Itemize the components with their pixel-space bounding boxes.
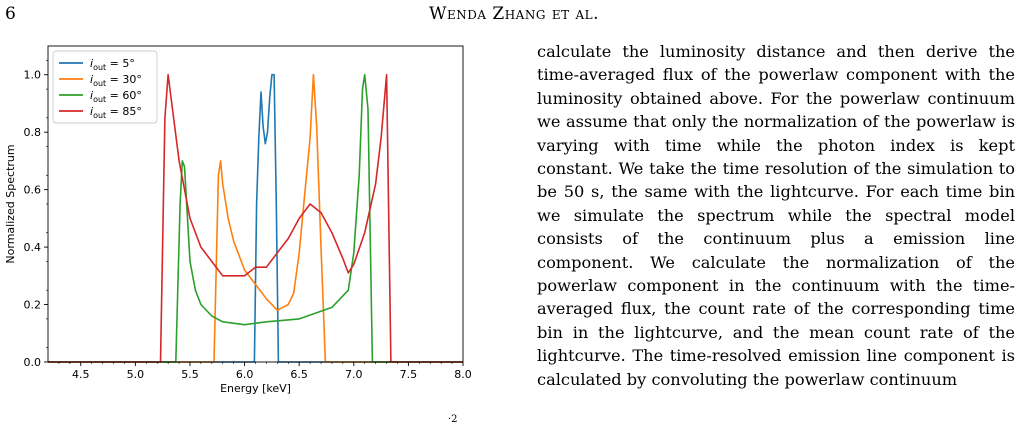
- series-line-2: [48, 73, 463, 363]
- y-tick-label: 0.6: [24, 184, 42, 197]
- x-tick-label: 7.0: [345, 368, 363, 381]
- legend-entry: iout = 30°: [90, 73, 142, 88]
- spectrum-chart: 4.5 5.0 5.5 6.0 6.5 7.0 7.5 8.0 0.0 0.2 0.4 0.6 0.8…: [4, 45, 472, 395]
- y-tick-label: 0.4: [24, 241, 42, 254]
- y-tick-label: 0.8: [24, 126, 42, 139]
- spectrum-figure: 4.5 5.0 5.5 6.0 6.5 7.0 7.5 8.0 0.0 0.2 0.4 0.6 0.8…: [0, 40, 480, 425]
- x-tick-label: 6.0: [236, 368, 254, 381]
- y-tick-label: 0.2: [24, 299, 42, 312]
- running-head: Wenda Zhang et al.: [428, 4, 600, 24]
- x-tick-label: 5.0: [127, 368, 145, 381]
- x-axis-label: Energy [keV]: [220, 382, 291, 395]
- series-line-4: [48, 73, 463, 363]
- x-tick-label: 6.5: [290, 368, 308, 381]
- x-tick-label: 4.5: [72, 368, 90, 381]
- x-tick-label: 7.5: [400, 368, 418, 381]
- y-tick-label: 0.0: [24, 356, 42, 369]
- legend-entry: iout = 60°: [90, 89, 142, 104]
- page-number: 6: [5, 4, 16, 24]
- x-tick-label: 5.5: [181, 368, 199, 381]
- series-line-3: [48, 73, 463, 363]
- body-text-column: calculate the luminosity distance and th…: [537, 40, 1015, 391]
- legend-entry: iout = 85°: [90, 105, 142, 120]
- legend-entry: iout = 5°: [90, 57, 135, 72]
- y-axis-label: Normalized Spectrum: [4, 144, 17, 263]
- legend: iout = 5°iout = 30°iout = 60°iout = 85°: [52, 50, 158, 124]
- cut-off-fragment: ·2: [448, 414, 458, 425]
- x-tick-label: 8.0: [454, 368, 472, 381]
- body-paragraph: calculate the luminosity distance and th…: [537, 42, 1015, 389]
- legend-box: [52, 50, 158, 124]
- y-tick-label: 1.0: [24, 69, 42, 82]
